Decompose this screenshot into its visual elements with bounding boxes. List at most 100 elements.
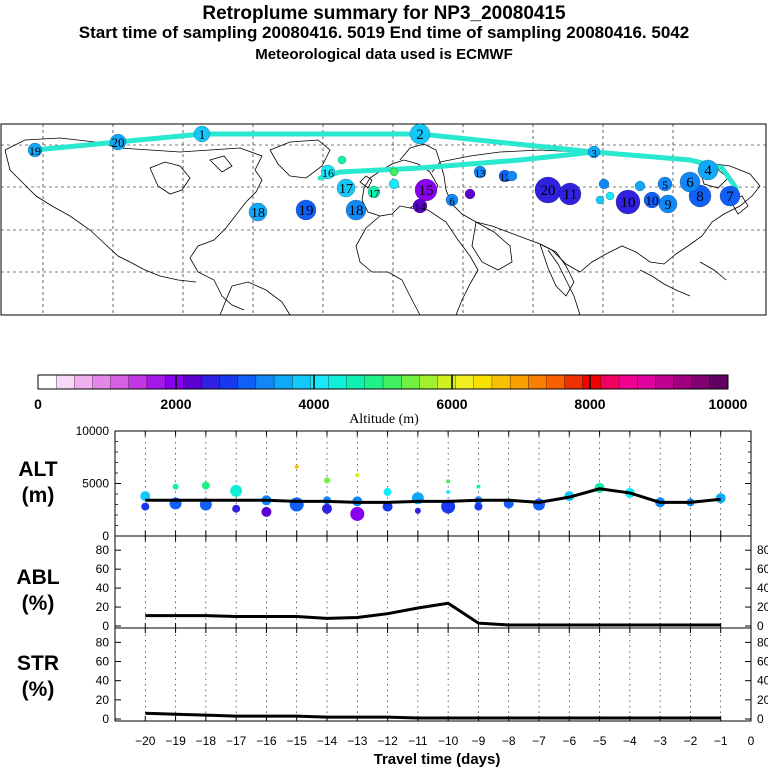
series-line <box>145 601 721 627</box>
cluster-point <box>324 477 330 484</box>
series-line <box>145 487 721 504</box>
colorbar-cell <box>564 374 584 390</box>
x-tick-label: −11 <box>408 734 428 748</box>
x-tick-label: −3 <box>653 734 667 748</box>
plume-marker <box>409 123 431 145</box>
alt-label: ALT <box>18 458 57 481</box>
cluster-point <box>474 502 483 511</box>
cluster-point <box>172 483 179 490</box>
colorbar-cell <box>455 374 475 390</box>
y-tick-label-right: 0 <box>757 619 764 633</box>
cluster-point <box>141 502 150 511</box>
plume-marker <box>109 133 127 151</box>
colorbar-cell <box>146 374 166 390</box>
plume-marker-label: 12 <box>500 172 511 184</box>
colorbar-cell <box>364 374 384 390</box>
cluster-point <box>140 491 151 502</box>
x-tick-label: −15 <box>287 734 308 748</box>
plume-marker-label: 7 <box>726 189 734 205</box>
altitude-colorbar: 0 2000 4000 6000 8000 10000 Altitude (m) <box>34 374 748 427</box>
plume-marker-label: 18 <box>349 203 364 219</box>
colorbar-cell <box>110 374 130 390</box>
plume-marker <box>388 178 400 190</box>
y-tick-label: 80 <box>96 543 110 557</box>
colorbar-cell <box>655 374 674 390</box>
colorbar-cell <box>673 374 693 390</box>
colorbar-cell <box>709 374 729 390</box>
plume-marker-label: 13 <box>475 168 487 180</box>
str-label: STR <box>17 652 59 675</box>
colorbar-cell <box>255 374 275 390</box>
colorbar-tick-labels: 0 2000 4000 6000 8000 10000 <box>34 396 748 412</box>
x-tick-label: −8 <box>502 734 516 748</box>
x-tick-labels: −20 −19 −18 −17 −16 −15 −14 −13 −12 −11 −10 −9 −8 −7−… <box>135 734 755 748</box>
plume-marker-label: 15 <box>419 183 434 199</box>
y-tick-label: 10000 <box>76 424 110 438</box>
cluster-point <box>322 503 332 514</box>
cluster-point <box>383 487 392 496</box>
x-tick-label: −9 <box>472 734 486 748</box>
colorbar-cell <box>128 374 148 390</box>
plume-marker <box>295 199 317 221</box>
colorbar-cell <box>528 374 547 390</box>
plume-marker-label: 17 <box>369 188 381 200</box>
plume-marker-label: 4 <box>704 163 712 179</box>
plume-marker <box>615 189 641 215</box>
x-tick-label: −2 <box>684 734 698 748</box>
x-tick-label: −16 <box>256 734 277 748</box>
plume-marker <box>697 159 719 181</box>
cluster-point <box>294 464 299 469</box>
plume-marker <box>193 125 211 143</box>
y-tick-label: 5000 <box>82 477 109 491</box>
colorbar-tick-label: 8000 <box>574 396 605 412</box>
y-tick-label-right: 80 <box>757 635 768 649</box>
str-unit: (%) <box>22 678 55 701</box>
y-tick-label: 40 <box>96 674 110 688</box>
plume-marker <box>657 176 673 192</box>
x-tick-label: −6 <box>562 734 576 748</box>
colorbar-cell <box>546 374 566 390</box>
colorbar-cell <box>346 374 366 390</box>
colorbar-cell <box>691 374 711 390</box>
plume-marker <box>336 178 356 198</box>
colorbar-cell <box>219 374 239 390</box>
plume-marker-label: 20 <box>112 135 125 150</box>
colorbar-cell <box>637 374 656 390</box>
colorbar-cell <box>328 374 348 390</box>
plume-marker-label: 11 <box>563 187 577 203</box>
x-tick-label: −14 <box>317 734 338 748</box>
y-tick-label: 0 <box>102 619 109 633</box>
plume-marker <box>248 202 268 222</box>
plume-marker-label: 10 <box>621 195 636 211</box>
colorbar-cell <box>618 374 638 390</box>
colorbar-tick-label: 10000 <box>709 396 748 412</box>
cluster-point <box>382 501 393 512</box>
x-tick-label: −13 <box>347 734 368 748</box>
colorbar-cell <box>74 374 93 390</box>
plume-marker <box>598 178 610 190</box>
cluster-point <box>441 499 456 514</box>
plume-marker-label: 9 <box>665 198 672 213</box>
cluster-point <box>261 506 272 517</box>
plume-marker <box>337 155 347 165</box>
plume-marker <box>320 164 336 180</box>
plume-marker-label: 3 <box>591 148 597 160</box>
colorbar-cell <box>273 374 293 390</box>
cluster-point <box>289 497 304 512</box>
cluster-point <box>232 504 241 513</box>
x-tick-label: −10 <box>438 734 459 748</box>
plume-marker <box>464 188 476 200</box>
colorbar-cell <box>419 374 438 390</box>
colorbar-cell <box>237 374 257 390</box>
plume-marker-label: 5 <box>662 178 668 192</box>
colorbar-cell <box>437 374 457 390</box>
cluster-point <box>446 489 451 494</box>
x-tick-label: −18 <box>196 734 217 748</box>
plume-marker <box>412 198 428 214</box>
colorbar-cell <box>56 374 75 390</box>
plume-marker-label: 14 <box>414 200 426 214</box>
colorbar-cell <box>509 374 529 390</box>
x-tick-label: −17 <box>226 734 247 748</box>
y-tick-label-right: 80 <box>757 543 768 557</box>
plume-marker-label: 6 <box>449 196 455 208</box>
